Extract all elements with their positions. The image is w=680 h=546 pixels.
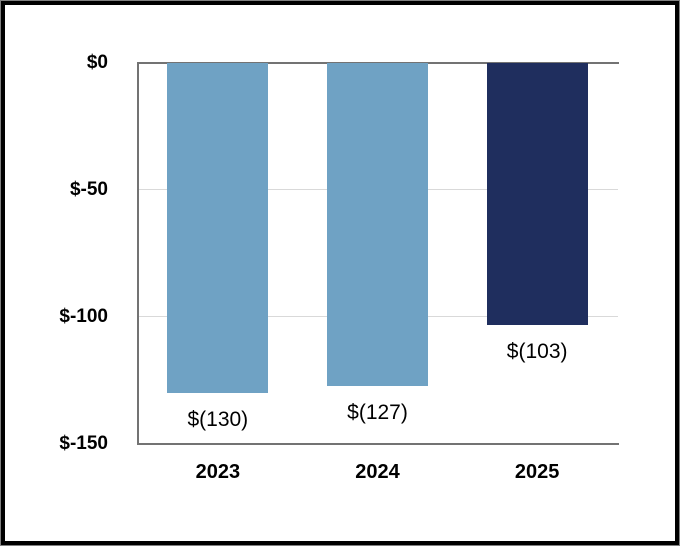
y-tick-label-0: $0 — [86, 52, 108, 73]
data-label-2023: $(130) — [187, 408, 249, 432]
y-tick-label-minus-150: $-150 — [59, 433, 108, 454]
data-label-2024: $(127) — [347, 400, 408, 424]
y-tick-label-minus-50: $-50 — [69, 179, 108, 200]
y-tick-label-minus-100: $-100 — [59, 306, 108, 327]
data-label-2025: $(103) — [506, 339, 568, 363]
x-label-2024: 2024 — [355, 461, 400, 483]
bar-2023 — [167, 63, 269, 394]
x-label-2025: 2025 — [514, 461, 560, 483]
bar-2025 — [486, 63, 588, 325]
x-axis-line — [137, 443, 619, 445]
x-label-2023: 2023 — [195, 461, 241, 483]
y-axis-line — [137, 62, 139, 445]
bar-2024 — [327, 63, 428, 386]
